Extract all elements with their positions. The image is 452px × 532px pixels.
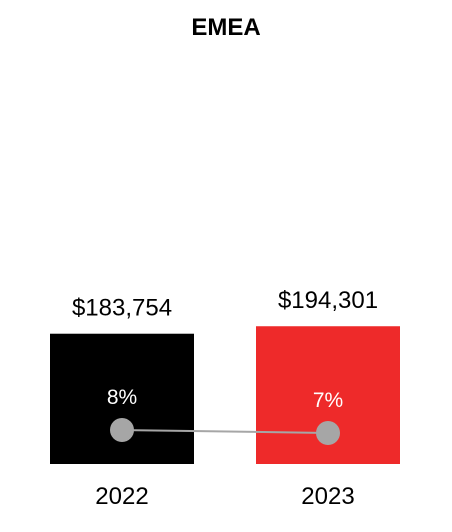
percent-point-2022 (110, 418, 134, 442)
percent-label-2022: 8% (107, 386, 137, 409)
category-label-2023: 2023 (301, 483, 354, 510)
value-label-2022: $183,754 (72, 295, 172, 322)
chart-title: EMEA (191, 14, 261, 41)
percent-point-2023 (316, 421, 340, 445)
percent-line (121, 429, 329, 434)
percent-label-2023: 7% (313, 389, 343, 412)
category-label-2022: 2022 (95, 483, 148, 510)
value-label-2023: $194,301 (278, 287, 378, 314)
bar-2022 (50, 333, 194, 464)
